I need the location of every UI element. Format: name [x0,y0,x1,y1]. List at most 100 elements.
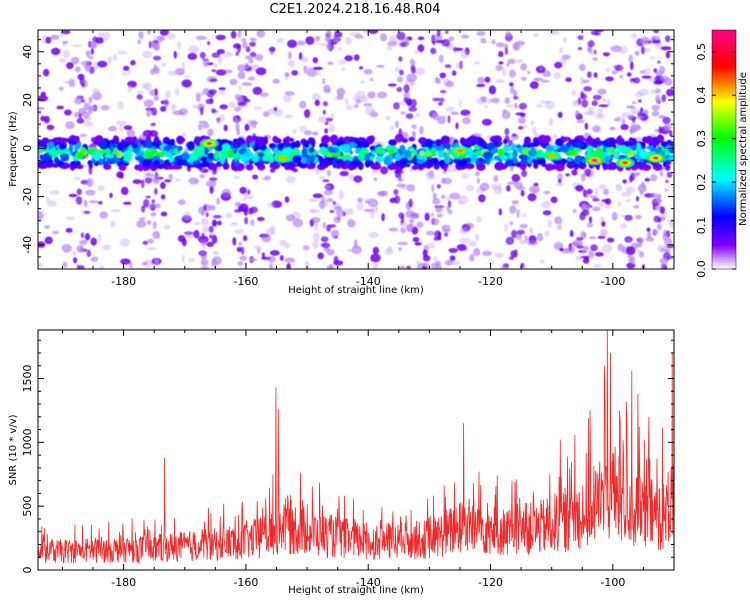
spectrogram-frame [37,29,675,270]
spectrogram-cell [284,196,290,203]
spectrogram-cell [215,69,227,76]
spectrogram-cell [269,51,275,55]
spectrogram-cell [286,263,291,269]
spectrogram-cell [404,149,412,159]
spectrogram-cell [332,201,336,205]
spectrogram-cell [576,245,585,249]
spectrogram-cell [303,140,310,149]
spectrogram-cell [458,99,462,108]
spectrogram-cell [654,147,661,155]
spectrogram-cell [151,141,162,148]
spectrogram-cell [381,213,385,222]
spectrogram-cell [339,170,349,177]
spectrogram-cell [153,44,160,51]
spectrogram-cell [218,55,223,65]
spectrogram-cell [356,201,364,211]
spectrogram-cell [117,50,128,55]
spectrogram-cell [447,115,451,124]
spectrogram-cell [520,189,525,197]
spectrogram-cell [304,260,310,269]
spectrogram-cell [406,73,417,82]
spectrogram-cell [465,163,475,170]
spectrogram-cell [167,70,179,76]
spectrogram-cell [646,138,651,143]
spectrogram-cell [581,99,589,108]
spectrogram-cell [358,150,367,159]
spectrogram-cell [385,115,392,121]
spectrogram-cell [120,258,131,265]
spectrogram-cell [388,147,395,155]
spectrogram-cell [524,136,531,145]
spectrogram-cell [110,208,121,213]
spectrogram-cell [396,76,403,83]
spectrogram-cell [580,91,585,99]
spectrogram-cell [492,147,498,154]
spectrogram-cell [245,46,251,53]
spectrogram-cell [446,164,458,173]
spectrogram-cell [232,237,237,246]
spectrogram-cell [284,242,290,249]
spectrogram-cell [476,83,486,88]
spectrogram-cell [202,122,210,129]
spectrogram-cell [592,94,602,100]
spectrogram-cell [308,147,315,154]
spectrogram-cell [49,190,60,195]
spectrogram-cell [617,46,628,54]
spectrogram-x-tick-label: -120 [478,275,503,288]
spectrogram-cell [541,79,550,83]
spectrogram-cell [322,222,326,229]
spectrogram-cell [432,198,441,205]
spectrogram-cell [655,70,664,76]
spectrogram-cell [334,30,341,38]
spectrogram-cell [46,196,50,203]
spectrogram-cell [237,71,246,80]
spectrogram-cell [502,145,508,153]
spectrogram-cell [117,101,124,110]
spectrogram-cell [290,141,297,149]
spectrogram-cell [222,51,234,58]
spectrogram-cell [555,138,564,147]
spectrogram-cell [76,117,85,124]
colorbar-tick-label: 0.2 [695,173,708,191]
spectrogram-cell [48,141,55,150]
spectrogram-cell [250,219,255,226]
spectrogram-cell [495,79,506,84]
spectrogram-cell [495,64,503,71]
snr-y-tick-label: 1000 [21,428,34,456]
spectrogram-cell [615,185,623,192]
spectrogram-x-tick-label: -180 [111,275,136,288]
spectrogram-cell [58,86,64,91]
spectrogram-cell [595,113,605,120]
spectrogram-cell [412,213,420,219]
spectrogram-cell [659,206,665,214]
spectrogram-cell [652,163,663,171]
spectrogram-cell [59,57,67,63]
spectrogram-cell [464,138,472,145]
spectrogram-cell [501,110,511,120]
spectrogram-cell [457,159,467,168]
spectrogram-cell [542,70,552,77]
spectrogram-cell [503,138,508,145]
spectrogram-cell [40,91,47,97]
spectrogram-cell [620,124,629,131]
spectrogram-cell [433,256,438,262]
spectrogram-cell [581,203,586,210]
spectrogram-cell [617,243,625,252]
spectrogram-cell [153,95,159,101]
spectrogram-cell [267,202,275,209]
spectrogram-cell [60,244,71,248]
spectrogram-cell [109,139,117,144]
spectrogram-cell [310,154,316,164]
spectrogram-cell [559,247,564,252]
spectrogram-cell [43,115,50,124]
spectrogram-cell [86,249,92,258]
spectrogram-cell [81,99,85,103]
spectrogram-cell [448,248,458,253]
spectrogram-cell [147,246,157,251]
spectrogram-cell [196,149,206,158]
spectrogram-cell [586,189,593,195]
spectrogram-cell [208,205,216,211]
spectrogram-cell [660,263,664,269]
spectrogram-cell [388,139,397,146]
spectrogram-cell [536,233,544,242]
